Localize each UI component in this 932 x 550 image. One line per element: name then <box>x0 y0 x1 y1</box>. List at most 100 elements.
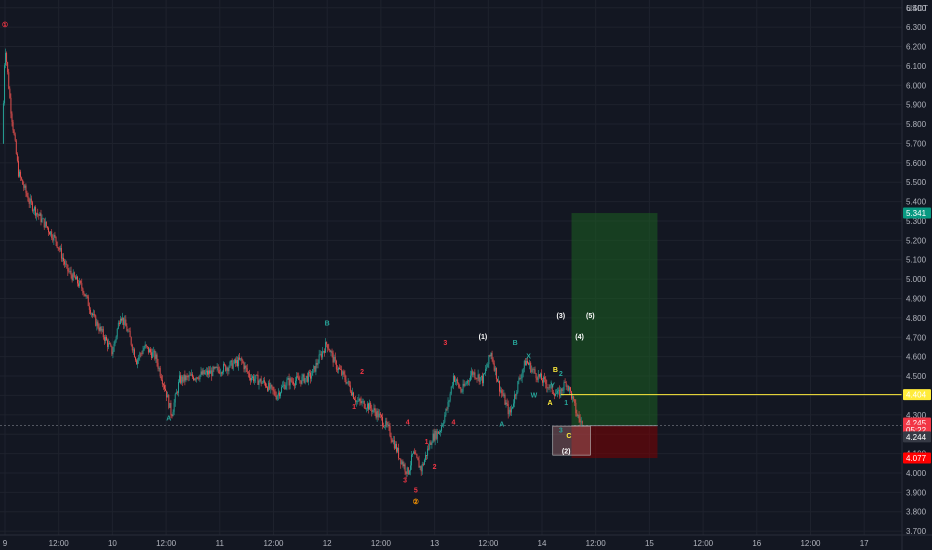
candle-body <box>535 373 537 379</box>
candle-body <box>12 121 14 131</box>
zone-box[interactable] <box>552 425 591 456</box>
y-tick-label: 3.700 <box>906 527 927 536</box>
rectangle-drawing[interactable] <box>552 425 591 456</box>
candle-body <box>291 381 293 383</box>
candle-body <box>158 368 160 369</box>
price-tag-bg <box>903 431 931 443</box>
candle-body <box>341 369 343 375</box>
candle-body <box>368 403 369 410</box>
candle-body <box>581 421 583 423</box>
price-tag: 4.244 <box>903 431 931 443</box>
candle-body <box>418 460 420 468</box>
candle-body <box>286 379 288 386</box>
x-tick-label: 17 <box>860 539 869 548</box>
candle-body <box>5 52 6 66</box>
candle-body <box>54 234 56 237</box>
candle-body <box>454 375 455 382</box>
candle-body <box>195 378 197 380</box>
y-tick-label: 5.800 <box>906 120 927 129</box>
candle-body <box>91 313 92 315</box>
candle-body <box>400 458 402 465</box>
candle-body <box>362 401 364 402</box>
candle-body <box>361 401 363 404</box>
candle-body <box>367 403 368 409</box>
wave-label: B <box>325 321 330 328</box>
candle-body <box>340 369 342 370</box>
candle-body <box>462 383 464 392</box>
candle-body <box>198 378 200 380</box>
candle-body <box>357 400 359 402</box>
stop-zone[interactable] <box>571 425 658 459</box>
candle-body <box>404 464 406 472</box>
candle-body <box>108 343 110 347</box>
candle-body <box>564 382 566 383</box>
candle-body <box>315 362 317 372</box>
profit-zone[interactable] <box>571 213 658 426</box>
y-tick-label: 5.300 <box>906 217 927 226</box>
candle-body <box>472 371 474 375</box>
candle-body <box>302 374 304 377</box>
candle-body <box>557 390 559 394</box>
y-tick-label: 6.100 <box>906 62 927 71</box>
candle-body <box>206 370 208 375</box>
candle-body <box>200 371 202 375</box>
candle-body <box>495 367 497 379</box>
candle-body <box>333 356 335 363</box>
candle-body <box>187 376 189 378</box>
candle-body <box>449 393 451 401</box>
candle-body <box>376 410 378 418</box>
candlestick-series <box>2 48 583 479</box>
candle-body <box>144 344 146 348</box>
candle-body <box>57 247 59 249</box>
candle-body <box>517 381 519 393</box>
candle-body <box>420 466 422 472</box>
candle-body <box>41 218 43 223</box>
candle-body <box>431 442 433 445</box>
candle-body <box>542 380 543 383</box>
horizontal-lines[interactable] <box>0 394 902 426</box>
candle-body <box>237 360 238 367</box>
candle-body <box>117 322 119 329</box>
time-axis[interactable]: 9 12:00 10 12:00 11 12:00 12 12:00 13 12:00 14 12:0… <box>0 534 932 548</box>
candle-body <box>348 381 350 386</box>
long-position-tool[interactable] <box>571 213 658 459</box>
candle-body <box>85 295 87 297</box>
candle-body <box>190 374 192 376</box>
candle-body <box>109 343 111 345</box>
candle-body <box>278 392 280 397</box>
wave-label: Y <box>550 383 555 390</box>
price-tag-bg <box>903 389 931 401</box>
candle-body <box>375 412 377 418</box>
y-tick-label: 5.400 <box>906 198 927 207</box>
candle-body <box>397 448 398 452</box>
candle-body <box>58 248 60 250</box>
candle-body <box>299 380 301 381</box>
candle-body <box>499 380 501 392</box>
candle-body <box>432 433 434 443</box>
candle-body <box>477 374 479 379</box>
candle-body <box>131 344 133 351</box>
candle-body <box>73 272 75 277</box>
price-axis[interactable]: 6.400 6.300 6.200 6.100 6.000 5.900 5.800 5.700… <box>901 0 927 550</box>
candle-body <box>536 378 538 380</box>
candle-body <box>321 351 323 358</box>
candle-body <box>306 375 308 382</box>
candle-body <box>29 198 31 204</box>
candle-body <box>521 372 523 379</box>
candle-body <box>350 391 352 396</box>
candle-body <box>318 354 320 364</box>
candle-body <box>234 359 236 364</box>
candle-body <box>55 236 57 242</box>
candle-body <box>488 355 490 365</box>
candle-body <box>275 395 277 400</box>
candle-body <box>50 231 52 235</box>
candle-body <box>271 384 273 387</box>
candle-body <box>166 390 168 398</box>
candle-body <box>4 65 5 104</box>
candle-body <box>471 371 473 376</box>
candle-body <box>570 387 571 392</box>
y-tick-label: 5.000 <box>906 275 927 284</box>
candle-body <box>303 374 305 383</box>
